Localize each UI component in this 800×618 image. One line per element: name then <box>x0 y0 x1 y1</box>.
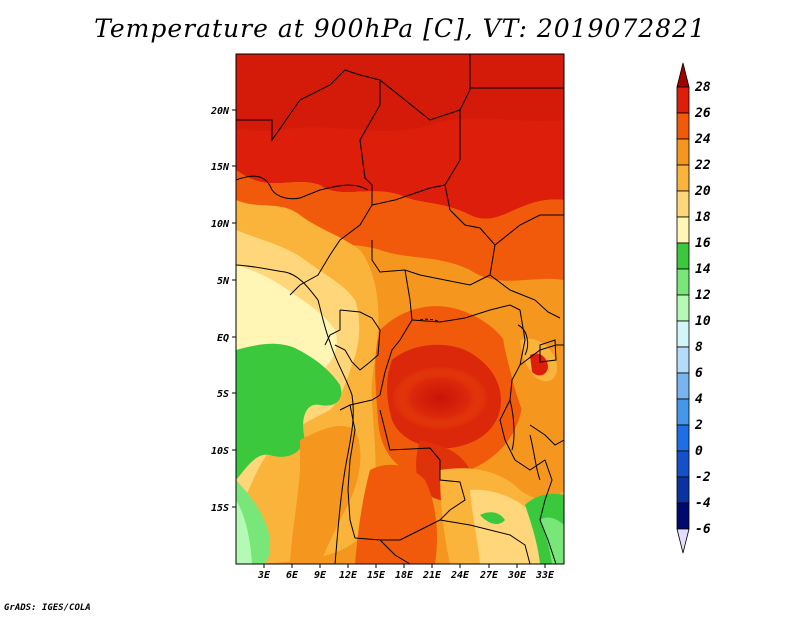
colorbar-label: 14 <box>695 262 711 277</box>
longitude-axis: 3E 6E 9E 12E 15E 18E 21E 24E 27E 30E 33E <box>257 564 555 581</box>
colorbar-label: 10 <box>695 314 711 329</box>
lat-tick-label: 10N <box>211 219 230 230</box>
lon-tick-label: 33E <box>535 570 555 581</box>
latitude-axis: 20N 15N 10N 5N EQ 5S 10S 15S <box>210 106 236 514</box>
colorbar-segment <box>676 86 690 114</box>
map-frame <box>235 53 565 565</box>
colorbar-label: 24 <box>694 132 711 147</box>
colorbar-segment <box>676 398 690 426</box>
lon-tick-label: 15E <box>367 570 386 581</box>
lat-tick-label: 10S <box>211 446 229 457</box>
colorbar-label: 28 <box>694 80 711 95</box>
lon-tick-label: 9E <box>314 570 327 581</box>
lat-tick-label: EQ <box>217 333 229 344</box>
colorbar-segment <box>676 476 690 504</box>
colorbar: 28 26 24 22 20 18 16 14 12 10 8 6 4 2 0 … <box>676 62 711 554</box>
colorbar-segment <box>676 164 690 192</box>
colorbar-label: 26 <box>694 106 711 121</box>
colorbar-label: 12 <box>695 288 711 303</box>
colorbar-label: 20 <box>694 184 711 199</box>
colorbar-label: 0 <box>695 444 703 459</box>
lat-tick-label: 15S <box>211 503 229 514</box>
lon-tick-label: 6E <box>286 570 299 581</box>
colorbar-segment <box>676 112 690 140</box>
colorbar-segment <box>676 242 690 270</box>
lon-tick-label: 21E <box>422 570 442 581</box>
colorbar-segment <box>676 346 690 374</box>
colorbar-label: 2 <box>694 418 703 433</box>
colorbar-segment <box>676 528 690 554</box>
colorbar-label: 22 <box>694 158 711 173</box>
temperature-field <box>236 54 564 564</box>
lat-tick-label: 5N <box>217 276 230 287</box>
colorbar-segment <box>676 138 690 166</box>
colorbar-segment <box>676 502 690 530</box>
colorbar-label: -2 <box>695 470 711 485</box>
colorbar-label: -4 <box>695 496 711 511</box>
colorbar-segment <box>676 372 690 400</box>
lon-tick-label: 24E <box>450 570 470 581</box>
colorbar-segment <box>676 268 690 296</box>
lat-tick-label: 15N <box>211 162 230 173</box>
lon-tick-label: 27E <box>479 570 499 581</box>
colorbar-segment <box>676 294 690 322</box>
colorbar-segment <box>676 450 690 478</box>
colorbar-label: 6 <box>695 366 703 381</box>
country-borders <box>236 54 564 564</box>
lon-tick-label: 18E <box>395 570 414 581</box>
colorbar-label: 18 <box>695 210 711 225</box>
lon-tick-label: 3E <box>257 570 271 581</box>
lat-tick-label: 5S <box>217 389 229 400</box>
colorbar-segment <box>676 424 690 452</box>
colorbar-label: -6 <box>695 522 711 537</box>
colorbar-label: 16 <box>695 236 711 251</box>
colorbar-segment <box>676 216 690 244</box>
credit-text: GrADS: IGES/COLA <box>4 603 91 613</box>
chart-title: Temperature at 900hPa [C], VT: 201907282… <box>94 14 706 43</box>
colorbar-label: 8 <box>695 340 703 355</box>
colorbar-segment <box>676 190 690 218</box>
lat-tick-label: 20N <box>210 106 230 117</box>
lon-tick-label: 12E <box>339 570 358 581</box>
lon-tick-label: 30E <box>507 570 527 581</box>
colorbar-segment <box>676 320 690 348</box>
colorbar-label: 4 <box>695 392 703 407</box>
colorbar-segment <box>676 62 690 88</box>
